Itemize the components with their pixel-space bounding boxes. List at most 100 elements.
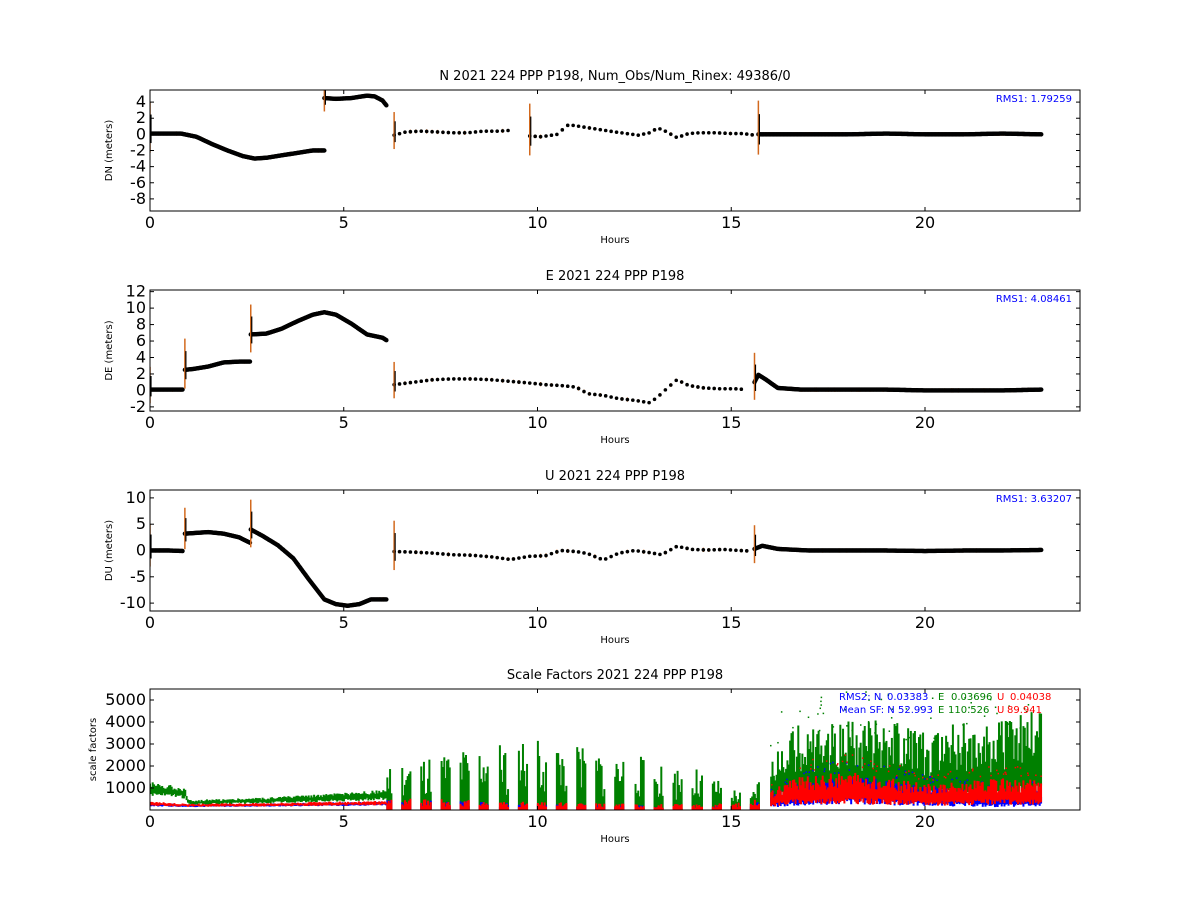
data-point <box>527 381 532 385</box>
data-point <box>717 386 722 391</box>
data-point <box>663 388 668 392</box>
data-point <box>690 384 695 388</box>
data-point <box>441 130 445 135</box>
data-point <box>457 130 462 135</box>
data-point <box>728 548 733 552</box>
data-point <box>620 397 624 401</box>
y-axis-label: DN (meters) <box>104 120 115 182</box>
series-segment-4 <box>392 361 744 405</box>
data-point <box>511 557 516 561</box>
data-point <box>593 554 597 559</box>
data-point <box>473 377 478 381</box>
y-tick-label: 10 <box>126 298 146 317</box>
data-point <box>403 130 407 134</box>
data-point <box>1039 387 1044 392</box>
data-point <box>685 132 689 136</box>
data-point <box>484 377 489 382</box>
data-point <box>631 398 635 402</box>
data-point <box>424 378 429 383</box>
data-point <box>500 556 505 561</box>
data-point <box>582 551 586 555</box>
data-point <box>706 548 711 552</box>
data-point <box>180 548 185 554</box>
data-point <box>479 377 483 382</box>
data-point <box>397 131 402 136</box>
data-point <box>625 549 630 554</box>
series-segment-2 <box>182 338 253 389</box>
data-point <box>576 124 581 129</box>
data-point <box>533 134 537 139</box>
data-point <box>549 551 554 556</box>
data-point <box>625 397 630 402</box>
y-tick-label: 0 <box>136 541 146 560</box>
y-tick-label: 4 <box>136 92 146 111</box>
data-point <box>571 549 575 554</box>
y-tick-label: -6 <box>130 173 146 192</box>
subplot-title: E 2021 224 PPP P198 <box>546 269 685 284</box>
x-axis-label: Hours <box>600 435 629 446</box>
data-point <box>734 131 738 136</box>
data-point <box>414 129 418 134</box>
data-point <box>679 134 684 138</box>
data-point <box>679 380 684 384</box>
data-point <box>489 129 494 133</box>
data-point <box>663 550 668 555</box>
x-tick-label: 15 <box>721 613 741 632</box>
y-tick-label: 0 <box>136 380 146 399</box>
y-tick-label: 4 <box>136 347 146 366</box>
y-tick-label: 2 <box>136 108 146 127</box>
data-layer <box>150 691 1043 810</box>
data-point <box>538 554 543 558</box>
data-point <box>587 552 592 557</box>
series-segment-1 <box>150 101 327 161</box>
y-tick-label: 2 <box>136 364 146 383</box>
data-point <box>489 555 494 559</box>
data-point <box>658 552 662 557</box>
data-point <box>555 383 559 388</box>
data-point <box>419 550 424 555</box>
data-layer <box>150 90 1044 161</box>
rms-label: RMS1: 3.63207 <box>996 494 1072 505</box>
series-segment-1 <box>150 523 185 567</box>
y-tick-label: -10 <box>120 593 146 612</box>
data-point <box>555 132 559 137</box>
data-point <box>609 129 613 134</box>
data-point <box>609 554 613 559</box>
x-tick-label: 15 <box>721 413 741 432</box>
data-point <box>506 557 510 561</box>
data-point <box>609 395 613 399</box>
data-point <box>614 552 619 556</box>
data-point <box>734 387 738 391</box>
x-tick-label: 5 <box>339 213 349 232</box>
y-axis-label: DE (meters) <box>104 320 115 380</box>
data-point <box>706 386 711 390</box>
data-point <box>641 399 646 404</box>
data-point <box>750 133 754 137</box>
y-tick-label: 10 <box>126 488 146 507</box>
y-tick-label: -2 <box>130 141 146 160</box>
x-tick-label: 0 <box>145 613 155 632</box>
data-point <box>489 377 494 382</box>
data-point <box>247 359 253 364</box>
data-point <box>598 556 603 561</box>
data-point <box>614 130 619 134</box>
data-point <box>603 128 608 133</box>
data-point <box>582 125 586 129</box>
data-point <box>424 129 429 134</box>
data-point <box>576 386 581 391</box>
data-point <box>479 554 483 558</box>
data-point <box>576 550 581 554</box>
data-point <box>468 130 472 135</box>
data-point <box>603 557 608 561</box>
data-point <box>484 129 489 133</box>
data-point <box>441 377 445 382</box>
data-point <box>663 129 668 133</box>
data-point <box>435 130 440 134</box>
data-point <box>647 550 651 555</box>
data-point <box>414 380 418 384</box>
data-point <box>717 131 722 135</box>
data-point <box>500 129 505 133</box>
data-point <box>549 383 554 387</box>
